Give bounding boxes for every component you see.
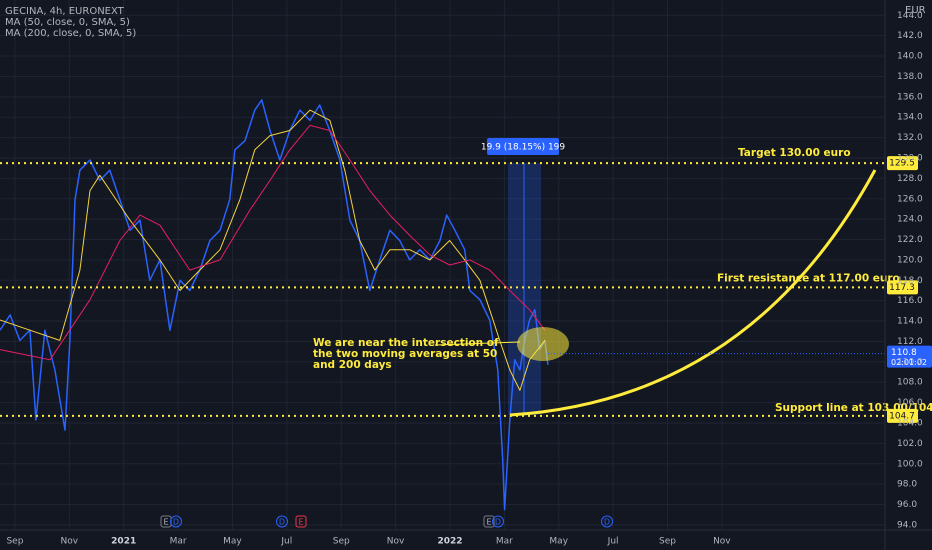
measure-label: 19.9 (18.15%) 199 [481,143,566,153]
y-tick-label: 98.0 [897,480,917,490]
y-tick-label: 94.0 [897,520,917,530]
last-price-label: 110.8 [891,348,917,358]
event-icon [492,515,504,528]
y-tick-label: 134.0 [897,113,923,123]
y-tick-label: 106.0 [897,398,923,408]
event-label: E [486,518,491,527]
highlight-ellipse [517,327,569,361]
y-tick-label: 140.0 [897,52,923,62]
event-label: D [173,518,179,527]
measure-label-box [487,138,559,155]
x-tick-label: Sep [6,537,23,547]
y-tick-label: 130.0 [897,153,923,163]
y-tick-label: 100.0 [897,459,923,469]
level-box [887,280,918,295]
event-label: D [495,518,501,527]
series-line [0,124,546,361]
y-tick-label: 126.0 [897,194,923,204]
y-tick-label: 144.0 [897,11,923,21]
x-tick-label: Jul [280,537,292,547]
event-icon [295,515,307,528]
x-tick-label: Nov [713,537,731,547]
x-tick-label: Mar [496,537,513,547]
x-tick-label: 2021 [111,537,136,547]
y-tick-label: 116.0 [897,296,923,306]
grid [0,0,885,530]
event-label: D [604,518,610,527]
series-line [0,99,549,511]
legend-entry: MA (200, close, 0, SMA, 5) [5,28,136,39]
note-line: the two moving averages at 50 [313,348,497,360]
y-tick-label: 112.0 [897,337,923,347]
y-tick-label: 138.0 [897,72,923,82]
x-tick-label: May [549,537,568,547]
note-pointer [434,341,521,346]
x-tick-label: Nov [387,537,405,547]
x-tick-label: Jul [607,537,619,547]
y-tick-label: 114.0 [897,317,923,327]
last-price-box [887,345,932,368]
y-tick-label: 132.0 [897,133,923,143]
x-tick-label: Mar [170,537,187,547]
legend-entry: GECINA, 4h, EURONEXT [5,6,125,17]
currency: EUR [905,5,926,16]
y-tick-label: 142.0 [897,31,923,41]
y-tick-label: 120.0 [897,255,923,265]
y-tick-label: 96.0 [897,500,917,510]
y-tick-label: 108.0 [897,378,923,388]
event-label: D [279,518,285,527]
y-tick-label: 118.0 [897,276,923,286]
y-tick-label: 102.0 [897,439,923,449]
event-label: E [298,518,303,527]
note-line: We are near the intersection of [313,337,499,349]
y-tick-label: 110.0 [897,357,923,367]
countdown: 02:01:02 [891,358,927,367]
level-box-label: 129.5 [889,159,915,169]
y-tick-label: 104.0 [897,418,923,428]
level-box [887,156,918,171]
event-icon [170,515,182,528]
level-text: First resistance at 117.00 euro [717,272,900,284]
x-tick-label: Sep [333,537,350,547]
level-box-label: 104.7 [889,411,915,421]
series-layer [0,99,549,511]
y-tick-label: 122.0 [897,235,923,245]
event-icon [601,515,613,528]
x-tick-label: Nov [61,537,79,547]
x-tick-label: 2022 [437,537,462,547]
event-label: E [163,518,168,527]
projection-curve [509,169,877,417]
level-box [887,408,918,423]
level-text: Target 130.00 euro [738,147,851,159]
y-tick-label: 124.0 [897,215,923,225]
event-icon [276,515,288,528]
event-icon [483,515,495,528]
note-line: and 200 days [313,359,392,371]
overlay: Target 130.00 euro 129.5 First resistance … [0,147,932,528]
x-tick-label: Sep [659,537,676,547]
series-line [0,109,546,391]
legend-entry: MA (50, close, 0, SMA, 5) [5,17,130,28]
y-tick-label: 128.0 [897,174,923,184]
level-box-label: 117.3 [889,283,915,293]
y-tick-label: 136.0 [897,92,923,102]
x-tick-label: May [223,537,242,547]
